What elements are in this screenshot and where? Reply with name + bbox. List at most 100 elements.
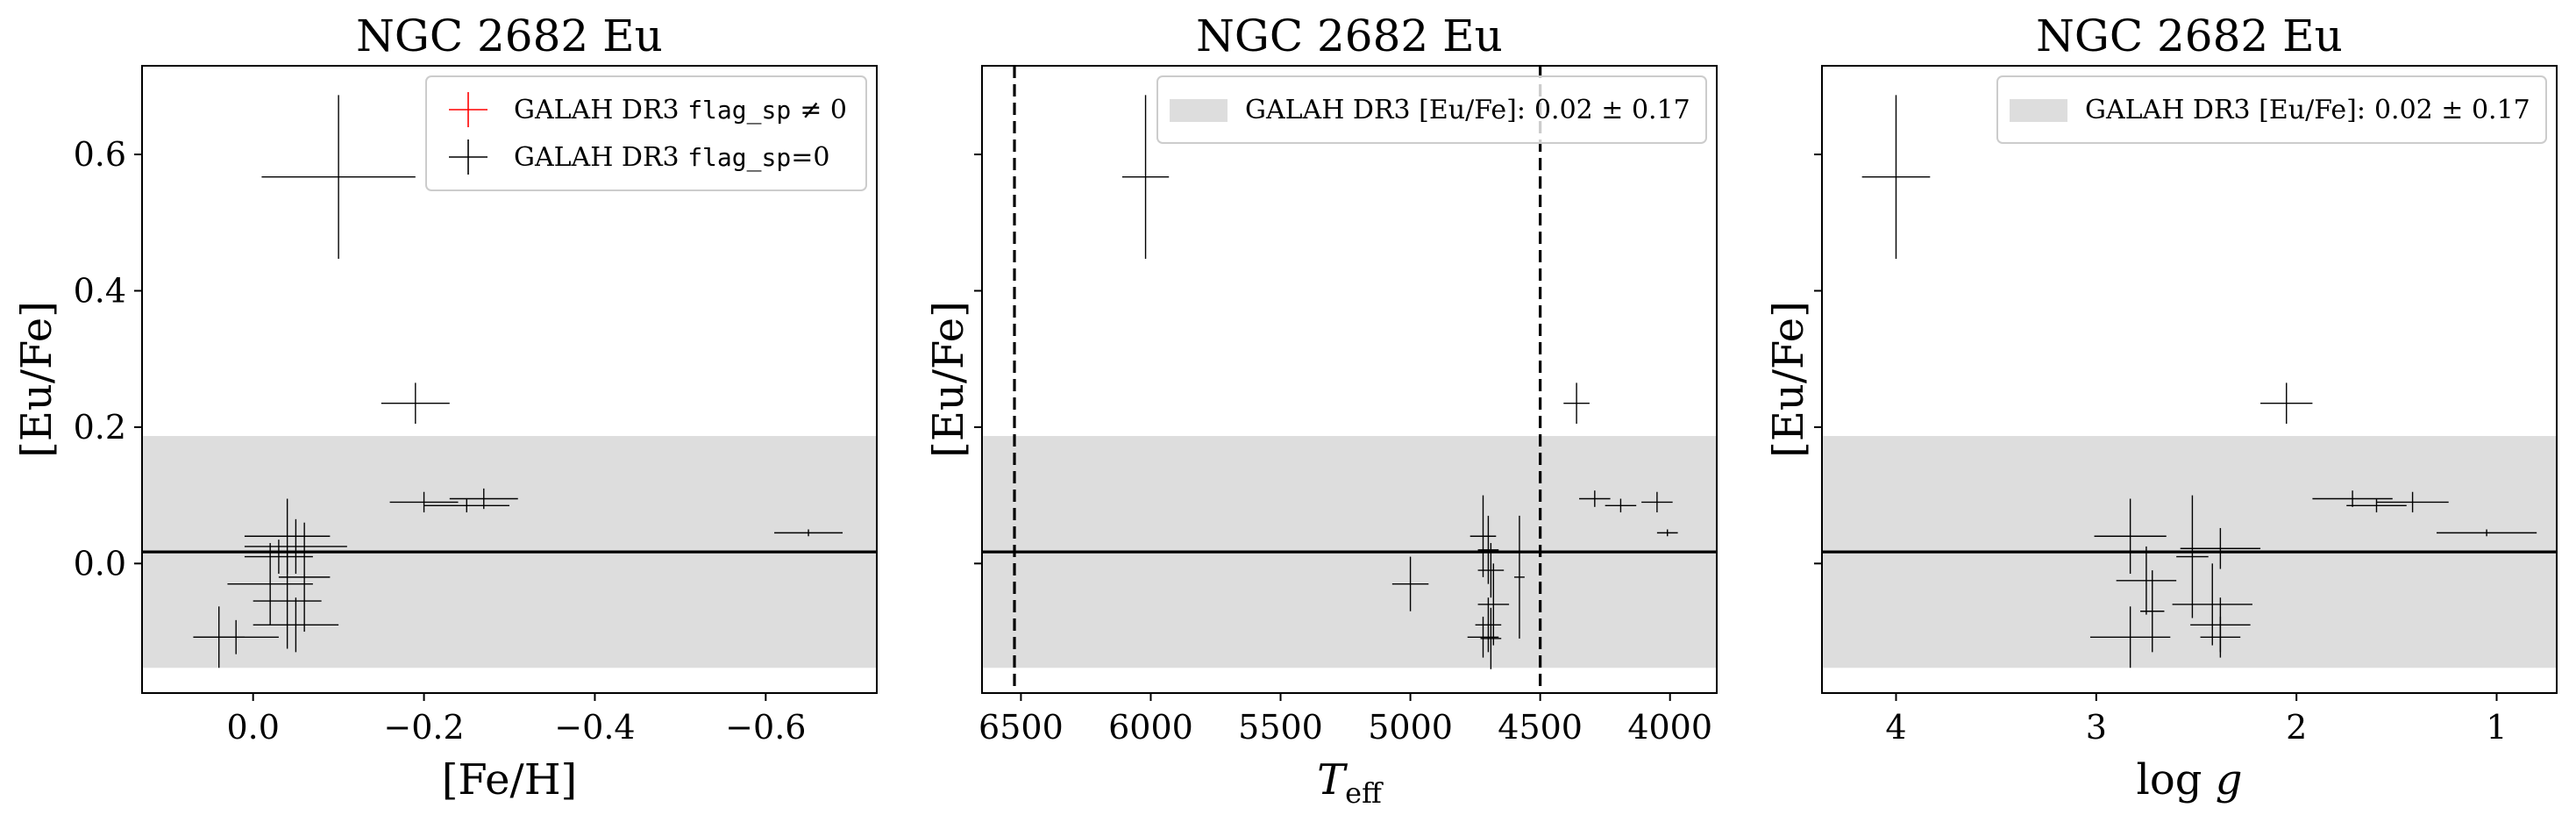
data-point	[2089, 606, 2171, 668]
data-point	[2180, 527, 2261, 569]
legend: GALAH DR3 [Eu/Fe]: 0.02 ± 0.17	[1996, 75, 2547, 144]
chart-title: NGC 2682 Eu	[356, 11, 663, 61]
x-tick-label: 0.0	[226, 708, 279, 747]
y-tick-label: 0.4	[74, 271, 126, 310]
legend: GALAH DR3 flag_sp ≠ 0 GALAH DR3 flag_sp=0	[425, 75, 867, 191]
legend-patch	[2010, 99, 2067, 122]
x-axis-label: Teff	[1317, 755, 1384, 810]
data-point	[2176, 495, 2209, 618]
data-point	[1656, 529, 1678, 537]
y-axis-label: [Eu/Fe]	[12, 301, 61, 458]
panel-teff: 6500 6000 5500 5000 4500 4000 NGC 2682 Eu Teff […	[924, 11, 1718, 810]
data-point	[389, 491, 459, 513]
x-tick-label: 3	[2086, 708, 2107, 747]
x-tick-label: 2	[2286, 708, 2307, 747]
data-point	[2346, 498, 2407, 513]
data-point	[1480, 607, 1502, 669]
data-point	[2094, 498, 2167, 574]
data-point	[1514, 515, 1525, 639]
legend-label-text: GALAH DR3 [Eu/Fe]:	[2085, 95, 2366, 125]
legend-label-value: 0.02 ± 0.17	[1534, 95, 1690, 125]
data-point	[1477, 563, 1510, 646]
x-tick-label: 4000	[1627, 708, 1712, 747]
data-point	[227, 543, 313, 625]
legend-label: GALAH DR3 flag_sp=0	[514, 142, 829, 173]
x-tick-label: −0.4	[554, 708, 635, 747]
legend-item: GALAH DR3 [Eu/Fe]: 0.02 ± 0.17	[1170, 95, 1690, 125]
data-point	[244, 518, 347, 574]
data-point	[1469, 495, 1497, 577]
x-axis-label-g: g	[2216, 755, 2243, 804]
x-tick-label: 5500	[1238, 708, 1323, 747]
x-axis-label: [Fe/H]	[442, 755, 578, 804]
data-point	[244, 540, 313, 574]
legend-label: GALAH DR3 [Eu/Fe]: 0.02 ± 0.17	[2085, 95, 2530, 125]
legend-label: GALAH DR3 [Eu/Fe]: 0.02 ± 0.17	[1245, 95, 1690, 125]
chart-title: NGC 2682 Eu	[2036, 11, 2343, 61]
data-point	[2116, 546, 2177, 615]
plot-area	[1822, 95, 2557, 668]
x-tick-label: 6000	[1108, 708, 1193, 747]
legend-patch	[1170, 99, 1228, 122]
data-point	[2140, 570, 2165, 653]
legend-item: GALAH DR3 [Eu/Fe]: 0.02 ± 0.17	[2010, 95, 2530, 125]
x-axis-label-sub: eff	[1345, 776, 1384, 810]
x-axis-label-text: [Fe/H]	[442, 755, 578, 804]
axes-frame	[141, 65, 878, 694]
x-axis-label-main: T	[1317, 755, 1348, 804]
chart-title: NGC 2682 Eu	[1196, 11, 1503, 61]
x-tick-label: 1	[2486, 708, 2507, 747]
legend-item: GALAH DR3 flag_sp ≠ 0	[449, 92, 847, 127]
data-point	[253, 553, 322, 649]
data-point	[381, 382, 450, 425]
legend-label-suffix: ≠ 0	[800, 95, 847, 125]
legend: GALAH DR3 [Eu/Fe]: 0.02 ± 0.17	[1156, 75, 1707, 144]
x-tick-label: 4500	[1498, 708, 1583, 747]
data-point	[193, 606, 245, 668]
panel-logg: 4 3 2 1 NGC 2682 Eu log g [Eu/Fe] GALAH DR3 [Eu…	[1764, 11, 2558, 804]
y-axis-label: [Eu/Fe]	[1764, 301, 1813, 458]
data-point	[1605, 498, 1637, 513]
data-point	[2436, 529, 2537, 537]
data-point	[1579, 490, 1611, 507]
legend-frame	[1996, 75, 2547, 144]
data-point	[278, 522, 331, 633]
legend-item: GALAH DR3 flag_sp=0	[449, 139, 829, 175]
x-axis-label: log g	[2137, 755, 2243, 804]
legend-label-text: GALAH DR3	[514, 142, 680, 173]
legend-label-text: GALAH DR3	[514, 95, 680, 125]
legend-label-suffix: =0	[791, 142, 829, 173]
axes-frame	[981, 65, 1718, 694]
data-point	[261, 95, 416, 259]
data-point	[1477, 515, 1499, 584]
plot-area	[142, 95, 877, 668]
x-tick-label: −0.6	[725, 708, 806, 747]
data-point	[2376, 491, 2449, 513]
legend-frame	[1156, 75, 1707, 144]
legend-label-text: GALAH DR3 [Eu/Fe]:	[1245, 95, 1526, 125]
data-point	[423, 498, 509, 513]
legend-space	[680, 95, 688, 125]
x-axis-label-log: log	[2137, 755, 2216, 804]
legend-label-value: 0.02 ± 0.17	[2374, 95, 2530, 125]
plot-area	[982, 66, 1717, 693]
y-tick-label: 0.6	[74, 135, 126, 174]
data-point	[774, 529, 843, 537]
y-tick-label: 0.2	[74, 408, 126, 447]
legend-label: GALAH DR3 flag_sp ≠ 0	[514, 95, 847, 125]
axes-frame	[1821, 65, 2558, 694]
legend-space	[680, 142, 688, 173]
data-point	[1121, 95, 1170, 259]
y-tick-label: 0.0	[74, 544, 126, 583]
legend-frame	[425, 75, 867, 191]
data-point	[2172, 563, 2252, 646]
data-point	[1563, 382, 1590, 425]
x-tick-label: 5000	[1368, 708, 1453, 747]
x-tick-label: −0.2	[383, 708, 464, 747]
y-axis-label: [Eu/Fe]	[924, 301, 973, 458]
x-tick-label: 4	[1885, 708, 1906, 747]
data-point	[1861, 95, 1931, 259]
panel-feh: 0.0 −0.2 −0.4 −0.6 0.0 0.2 0.4 0.6 NGC 2682 Eu [F…	[12, 11, 878, 804]
data-point	[1477, 543, 1505, 598]
